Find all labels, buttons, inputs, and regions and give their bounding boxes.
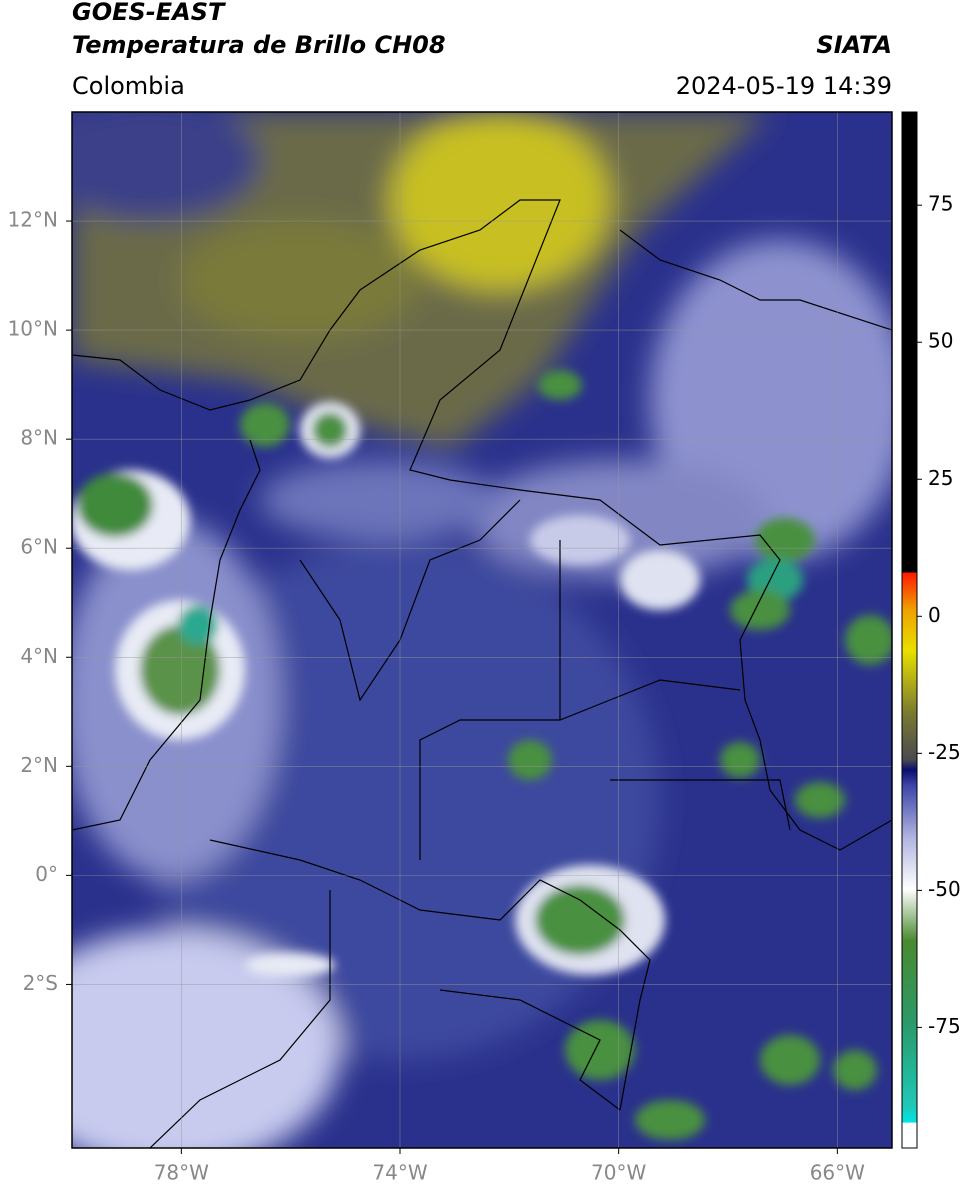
- y-tick-label: 10°N: [8, 317, 58, 341]
- title-2: Temperatura de Brillo CH08: [72, 31, 446, 59]
- colorbar-tick-label: 25: [928, 466, 953, 490]
- region: Colombia: [72, 72, 185, 100]
- colorbar-tick-label: -50: [928, 877, 961, 901]
- colorbar-tick-label: -25: [928, 740, 961, 764]
- source: SIATA: [816, 31, 892, 59]
- colorbar-tick-label: 50: [928, 329, 953, 353]
- y-tick-label: 6°N: [20, 535, 58, 559]
- x-tick-label: 70°W: [591, 1161, 646, 1185]
- y-tick-label: 4°N: [20, 644, 58, 668]
- colorbar-tick-label: 0: [928, 603, 941, 627]
- satellite-image: [72, 112, 892, 1148]
- title-1: GOES-EAST: [72, 0, 226, 26]
- colorbar-tick-label: -75: [928, 1014, 961, 1038]
- y-tick-label: 2°N: [20, 753, 58, 777]
- datetime: 2024-05-19 14:39: [676, 72, 892, 100]
- x-tick-label: 66°W: [810, 1161, 865, 1185]
- x-tick-label: 78°W: [154, 1161, 209, 1185]
- y-tick-label: 0°: [35, 862, 58, 886]
- map-frame: [71, 111, 893, 1149]
- grid: [72, 112, 892, 1148]
- colorbar-tick-label: 75: [928, 192, 953, 216]
- colorbar: [901, 111, 918, 1149]
- y-tick-label: 12°N: [8, 208, 58, 232]
- y-tick-label: 8°N: [20, 426, 58, 450]
- x-tick-label: 74°W: [372, 1161, 427, 1185]
- y-tick-label: 2°S: [23, 971, 58, 995]
